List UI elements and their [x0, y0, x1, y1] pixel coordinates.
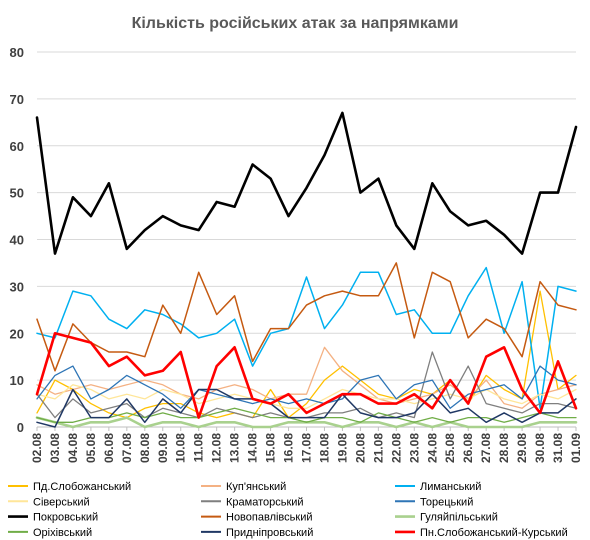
x-tick-label: 10.08: [174, 433, 188, 463]
y-tick-label: 70: [10, 92, 24, 107]
x-tick-label: 26.08: [461, 433, 475, 463]
y-tick-label: 10: [10, 373, 24, 388]
legend-label-8: Гуляйпільський: [420, 512, 498, 524]
series-line-5: [36, 365, 577, 409]
legend-label-5: Торецький: [420, 496, 473, 508]
legend-label-11: Пн.Слобожанський-Курський: [420, 527, 568, 539]
series-line-6: [35, 111, 578, 255]
legend-label-3: Сіверський: [33, 496, 90, 508]
series-line-9: [36, 407, 577, 423]
legend-label-6: Покровський: [33, 512, 98, 524]
x-tick-label: 21.08: [371, 433, 385, 463]
plot-area: [35, 111, 578, 429]
x-tick-label: 23.08: [407, 433, 421, 463]
legend-label-4: Краматорський: [226, 496, 304, 508]
x-tick-label: 13.08: [228, 433, 242, 463]
x-tick-label: 27.08: [479, 433, 493, 463]
series-line-7: [36, 262, 577, 372]
y-tick-label: 30: [10, 279, 24, 294]
x-tick-label: 05.08: [84, 433, 98, 463]
x-axis-ticks: 02.08 03.08 04.08 05.08 06.08 07.08 08.08 09.08…: [30, 427, 583, 463]
x-tick-label: 30.08: [533, 433, 547, 463]
y-tick-label: 60: [10, 139, 24, 154]
legend-label-1: Куп'янський: [226, 481, 286, 493]
x-tick-label: 08.08: [138, 433, 152, 463]
y-tick-label: 20: [10, 326, 24, 341]
x-tick-label: 04.08: [66, 433, 80, 463]
y-axis-ticks: 0 10 20 30 40 50 60 70 80: [10, 45, 24, 435]
y-tick-label: 80: [10, 45, 24, 60]
x-tick-label: 14.08: [246, 433, 260, 463]
series-line-10: [36, 388, 577, 428]
x-tick-label: 17.08: [300, 433, 314, 463]
x-tick-label: 11.08: [192, 433, 206, 463]
x-tick-label: 31.08: [551, 433, 565, 463]
x-tick-label: 09.08: [156, 433, 170, 463]
legend-label-10: Придніпровський: [226, 527, 313, 539]
x-tick-label: 25.08: [443, 433, 457, 463]
y-tick-label: 50: [10, 186, 24, 201]
x-tick-label: 07.08: [120, 433, 134, 463]
legend-label-9: Оріхівський: [33, 527, 92, 539]
series-line-11: [35, 331, 578, 419]
series-line-3: [36, 384, 577, 409]
gridlines: [37, 51, 576, 428]
x-tick-label: 03.08: [48, 433, 62, 463]
legend: Пд.Слобожанський Куп'янський Лиманський Сів…: [8, 481, 568, 539]
x-tick-label: 18.08: [317, 433, 331, 463]
x-tick-label: 28.08: [497, 433, 511, 463]
legend-label-0: Пд.Слобожанський: [33, 481, 131, 493]
x-tick-label: 24.08: [425, 433, 439, 463]
series-line-1: [36, 346, 577, 409]
x-tick-label: 16.08: [282, 433, 296, 463]
series-line-2: [36, 266, 577, 410]
x-tick-label: 22.08: [389, 433, 403, 463]
y-tick-label: 40: [10, 233, 24, 248]
legend-label-2: Лиманський: [420, 481, 481, 493]
y-tick-label: 0: [17, 420, 24, 435]
x-tick-label: 06.08: [102, 433, 116, 463]
x-tick-label: 15.08: [264, 433, 278, 463]
chart-title: Кількість російських атак за напрямками: [132, 15, 459, 32]
x-tick-label: 19.08: [335, 433, 349, 463]
x-tick-label: 29.08: [515, 433, 529, 463]
x-tick-label: 01.09: [569, 433, 583, 463]
x-tick-label: 12.08: [210, 433, 224, 463]
x-tick-label: 20.08: [353, 433, 367, 463]
x-tick-label: 02.08: [30, 433, 44, 463]
legend-label-7: Новопавлівський: [226, 512, 312, 524]
